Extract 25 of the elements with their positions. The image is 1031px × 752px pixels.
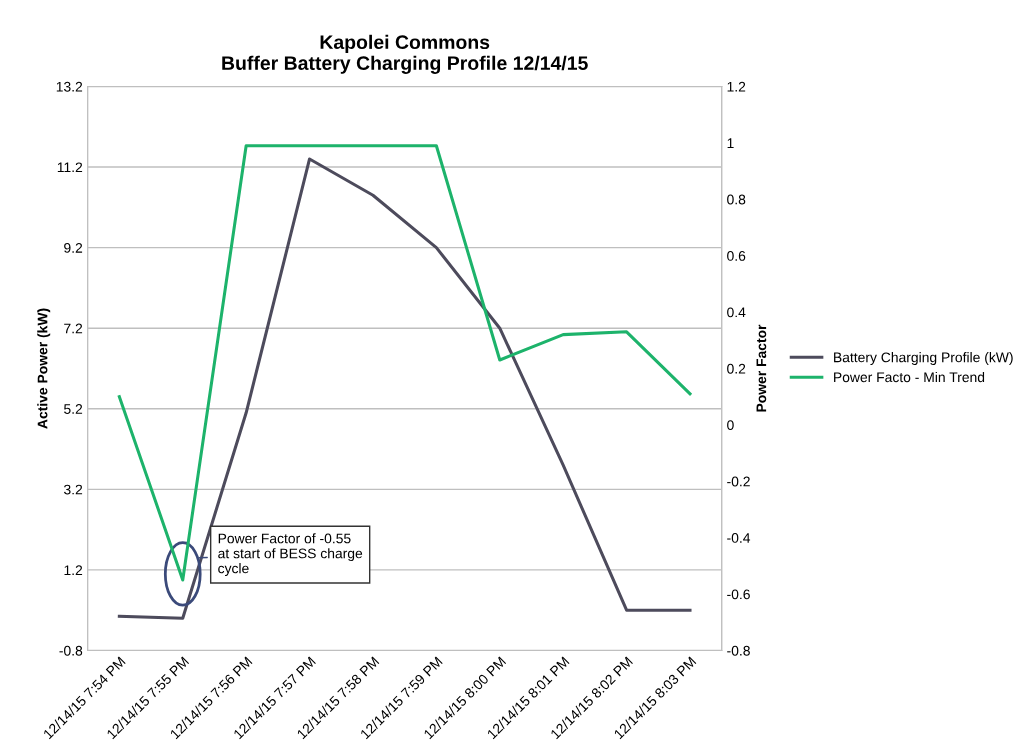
y-tick-label: 5.2 <box>64 404 83 414</box>
y-tick-label: 1.2 <box>64 565 83 575</box>
y2-tick-label: 1.2 <box>727 81 746 92</box>
y2-tick-label: -0.6 <box>727 589 750 600</box>
y-tick-label: 9.2 <box>64 242 83 253</box>
chart-title: Kapolei Commons Buffer Battery Charging Profile 12/14/15 <box>222 34 588 74</box>
y-tick-label: 3.2 <box>64 484 83 495</box>
legend-label: Power Facto - Min Trend <box>834 371 985 383</box>
y2-tick-label: 0 <box>727 420 734 431</box>
y2-tick-label: 0.6 <box>727 251 746 261</box>
y-tick-label: 7.2 <box>64 323 83 334</box>
legend-label: Battery Charging Profile (kW) <box>834 352 1013 366</box>
y2-tick-label: 0.8 <box>727 194 746 205</box>
y-tick-label: -0.8 <box>59 645 83 656</box>
y2-tick-label: 1 <box>727 138 734 148</box>
y2-tick-label: 0.2 <box>727 363 746 374</box>
y2-tick-label: -0.8 <box>727 645 750 656</box>
y2-axis-title: Power Factor <box>756 324 767 412</box>
y-tick-label: 13.2 <box>56 81 83 92</box>
annotation: Power Factor of -0.55 at start of BESS charge cycle <box>218 533 363 577</box>
y2-tick-label: -0.4 <box>727 533 751 543</box>
y2-tick-label: 0.4 <box>727 307 746 318</box>
y-tick-label: 11.2 <box>57 162 83 173</box>
y-axis-title: Active Power (kW) <box>37 308 51 429</box>
y2-tick-label: -0.2 <box>727 476 750 487</box>
